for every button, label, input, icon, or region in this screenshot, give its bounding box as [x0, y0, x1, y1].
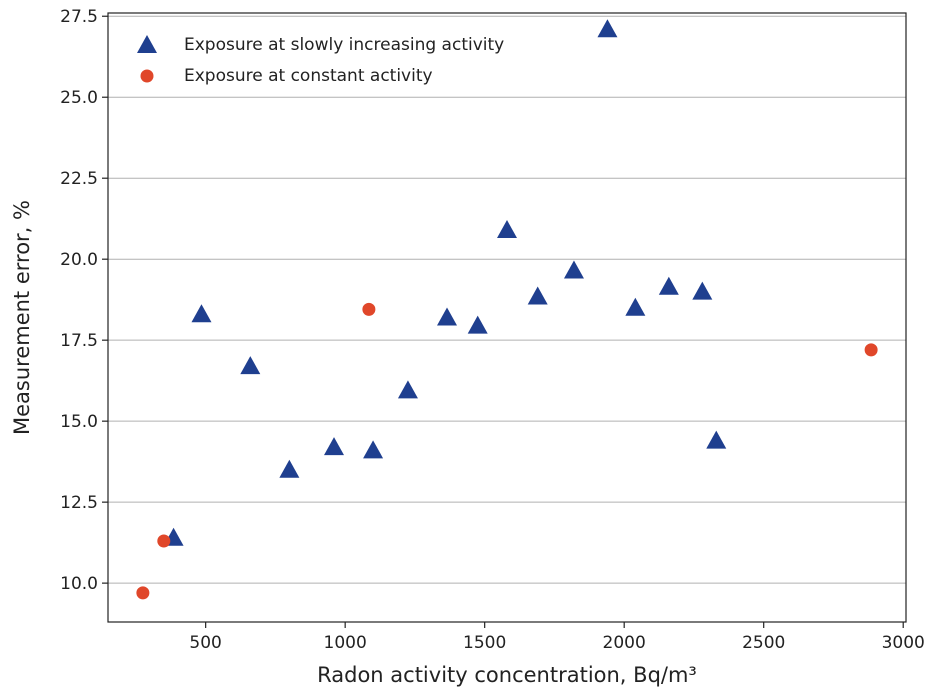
- data-point-triangle: [625, 297, 646, 316]
- legend-circle: [140, 69, 154, 83]
- data-series: [136, 19, 878, 600]
- data-point-triangle: [279, 459, 300, 478]
- y-tick-label: 22.5: [60, 169, 98, 189]
- x-tick-label: 1500: [463, 633, 506, 653]
- data-point-triangle: [658, 276, 679, 295]
- y-tick-label: 27.5: [60, 7, 98, 27]
- y-axis: 10.0 12.5 15.0 17.5 20.0 22.5 25.0 27.5: [60, 7, 108, 594]
- data-point-circle: [157, 534, 171, 548]
- data-point-circle: [362, 302, 376, 316]
- y-tick-label: 17.5: [60, 331, 98, 351]
- data-point-circle: [864, 343, 878, 357]
- y-tick-label: 20.0: [60, 250, 98, 270]
- data-point-triangle: [324, 437, 345, 456]
- data-point-triangle: [240, 356, 261, 375]
- data-point-triangle: [563, 260, 584, 279]
- x-tick-label: 2500: [742, 633, 785, 653]
- legend-label-increasing: Exposure at slowly increasing activity: [184, 35, 504, 55]
- x-axis-label: Radon activity concentration, Bq/m³: [317, 663, 697, 687]
- series-constant: [136, 302, 878, 600]
- data-point-triangle: [706, 430, 727, 449]
- plot-frame: [107, 12, 907, 623]
- y-tick-label: 25.0: [60, 88, 98, 108]
- y-axis-label: Measurement error, %: [10, 200, 34, 435]
- legend-marker-circle: [140, 69, 154, 83]
- data-point-triangle: [497, 220, 517, 239]
- legend-triangle: [137, 35, 157, 53]
- legend-marker-triangle: [137, 35, 157, 53]
- data-point-triangle: [437, 307, 458, 326]
- x-tick-label: 500: [189, 633, 221, 653]
- data-point-triangle: [692, 281, 713, 300]
- series-increasing: [163, 19, 727, 546]
- legend: Exposure at slowly increasing activity E…: [137, 35, 504, 86]
- x-tick-label: 3000: [882, 633, 925, 653]
- data-point-triangle: [397, 380, 418, 399]
- data-point-triangle: [363, 440, 384, 459]
- x-tick-label: 2000: [603, 633, 646, 653]
- data-point-triangle: [191, 304, 212, 323]
- y-tick-label: 12.5: [60, 493, 98, 513]
- legend-label-constant: Exposure at constant activity: [184, 66, 433, 86]
- x-axis: 500 1000 1500 2000 2500 3000: [189, 622, 925, 653]
- data-point-circle: [136, 586, 150, 600]
- y-tick-label: 15.0: [60, 412, 98, 432]
- x-tick-label: 1000: [324, 633, 367, 653]
- data-point-triangle: [467, 315, 488, 334]
- data-point-triangle: [597, 19, 618, 38]
- grid-lines: [108, 15, 906, 584]
- data-point-triangle: [527, 286, 548, 305]
- y-tick-label: 10.0: [60, 574, 98, 594]
